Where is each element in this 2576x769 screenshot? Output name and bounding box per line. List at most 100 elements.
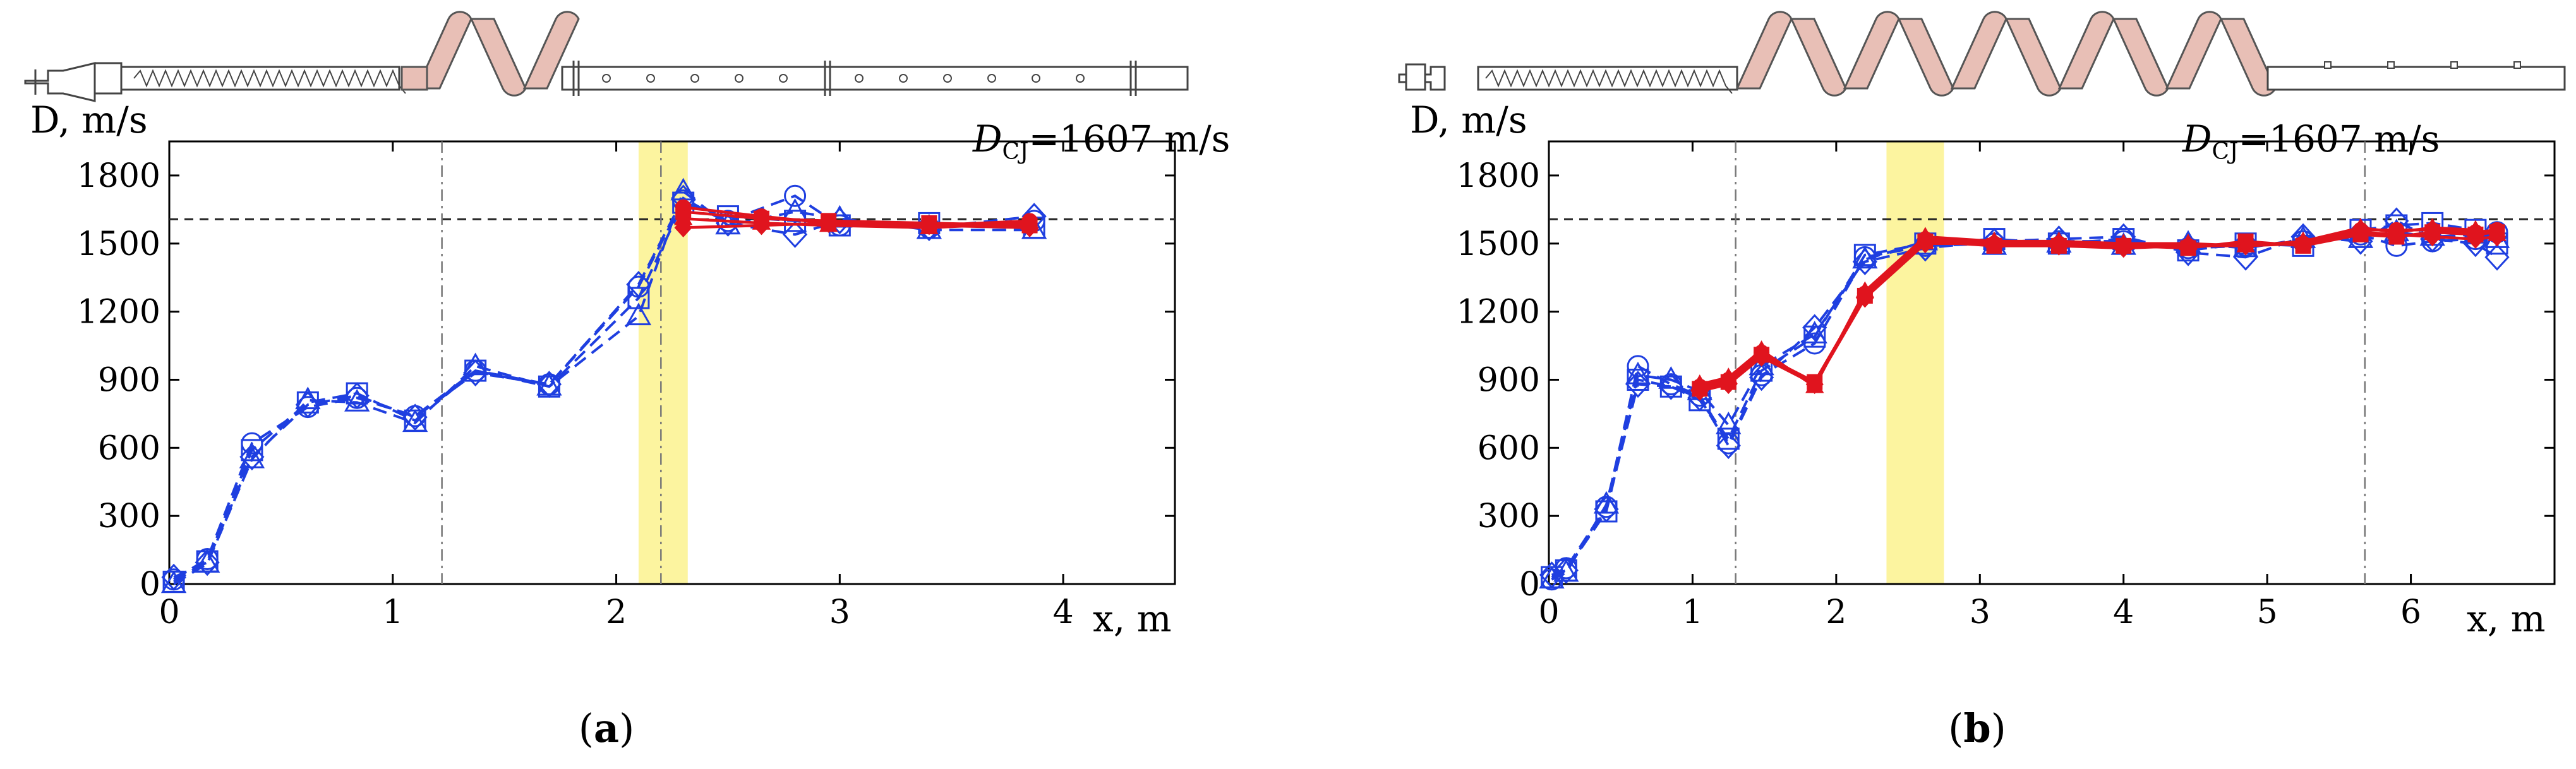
- data-point: [2294, 234, 2313, 254]
- data-point: [463, 359, 488, 387]
- data-point: [819, 213, 838, 233]
- x-tick-label: 2: [1826, 593, 1846, 631]
- data-point: [1805, 374, 1824, 395]
- caption-a: (a): [579, 705, 635, 751]
- data-point: [1625, 371, 1651, 398]
- series-group-b: [1539, 207, 2510, 591]
- data-point: [920, 215, 938, 235]
- data-point: [1539, 561, 1565, 589]
- x-tick-label: 3: [829, 593, 850, 631]
- series-line-7: [1699, 226, 2498, 389]
- series-line-6: [1699, 230, 2498, 391]
- data-point: [2050, 235, 2068, 256]
- data-point: [194, 550, 220, 573]
- plot-frame-b: [1548, 140, 2556, 585]
- y-tick-label: 1800: [77, 157, 160, 195]
- y-tick-label: 300: [98, 498, 160, 535]
- data-point: [1553, 557, 1579, 584]
- panel-b: 0 1 2 3 4 5 6 0 300 600 900 1200 1500 1800 D, m/s x, …: [1398, 11, 2566, 751]
- y-tick-label: 900: [1478, 361, 1540, 399]
- data-point: [784, 184, 807, 207]
- data-point: [1916, 234, 1934, 254]
- data-point: [2114, 238, 2133, 258]
- data-point: [2179, 235, 2198, 256]
- data-point: [1853, 244, 1876, 266]
- caption-b: (b): [1948, 705, 2006, 751]
- data-point: [2484, 243, 2510, 271]
- data-point: [2488, 227, 2507, 247]
- x-tick-label: 1: [1682, 593, 1703, 631]
- cj-symbol-a: D: [972, 117, 1002, 160]
- x-tick-label: 1: [382, 593, 403, 631]
- data-point: [1748, 364, 1774, 391]
- data-point: [1658, 373, 1683, 400]
- x-tick-label: 2: [606, 593, 627, 631]
- data-point: [2466, 229, 2485, 249]
- data-point: [2351, 222, 2370, 242]
- x-tick-label: 0: [1538, 593, 1559, 631]
- axis-ticks-b: 0 1 2 3 4 5 6 0 300 600 900 1200 1500 1800: [1457, 141, 2555, 631]
- data-point: [402, 403, 428, 431]
- data-point: [1719, 374, 1738, 395]
- series-line-5: [1699, 228, 2498, 388]
- data-point: [239, 443, 265, 471]
- data-point: [402, 409, 428, 432]
- series-line-8: [1699, 230, 2498, 393]
- y-tick-label: 600: [1478, 429, 1540, 467]
- highlight-band-b: [1886, 141, 1944, 584]
- axis-ticks-a: 0 1 2 3 4 0 300 600 900 1200 1500 1800: [77, 141, 1175, 631]
- cj-value-b: =1607 m/s: [2239, 117, 2440, 160]
- y-tick-label: 600: [98, 429, 160, 467]
- plot-frame-a: [168, 140, 1176, 585]
- data-point: [161, 563, 186, 591]
- data-point: [1020, 218, 1039, 238]
- series-line-1: [173, 194, 1035, 581]
- data-point: [2233, 243, 2258, 271]
- caption-letter-a: a: [594, 705, 619, 751]
- cj-label-b: DCJ=1607 m/s: [2182, 117, 2440, 165]
- data-point: [1856, 288, 1874, 308]
- series-line-2: [1551, 222, 2498, 579]
- data-point: [1852, 246, 1878, 269]
- data-point: [295, 391, 320, 419]
- y-tick-label: 1500: [1457, 225, 1540, 263]
- vertical-markers-a: [441, 141, 662, 584]
- data-point: [536, 373, 562, 396]
- data-point: [782, 220, 808, 248]
- x-axis-label-b: x, m: [2467, 597, 2546, 640]
- data-point: [1717, 427, 1740, 450]
- data-point: [1985, 234, 2004, 254]
- y-tick-label: 1200: [1457, 294, 1540, 331]
- y-tick-label: 900: [98, 361, 160, 399]
- data-point: [752, 215, 771, 235]
- y-tick-label: 300: [1478, 498, 1540, 535]
- y-tick-label: 1800: [1457, 157, 1540, 195]
- data-point: [2236, 235, 2255, 256]
- cj-subscript-b: CJ: [2212, 139, 2239, 165]
- data-point: [627, 287, 650, 309]
- series-group-a: [160, 177, 1047, 593]
- series-line-3: [1551, 230, 2498, 581]
- x-tick-label: 4: [1053, 593, 1074, 631]
- cj-subscript-a: CJ: [1002, 139, 1029, 165]
- data-point: [1716, 432, 1741, 460]
- data-point: [1690, 381, 1709, 401]
- caption-letter-b: b: [1963, 705, 1990, 751]
- data-point: [239, 445, 265, 468]
- x-tick-label: 0: [159, 593, 179, 631]
- x-tick-label: 4: [2113, 593, 2134, 631]
- data-point: [674, 218, 692, 238]
- apparatus-schematic-b: [1398, 11, 2566, 97]
- x-axis-label-a: x, m: [1093, 597, 1172, 640]
- y-tick-label: 0: [1519, 566, 1540, 604]
- data-point: [1852, 248, 1877, 275]
- data-point: [2423, 227, 2441, 247]
- data-point: [195, 549, 220, 576]
- vertical-markers-b: [1735, 141, 2366, 584]
- cj-symbol-b: D: [2182, 117, 2212, 160]
- y-tick-label: 0: [140, 566, 160, 604]
- y-axis-label-a: D, m/s: [30, 98, 148, 141]
- data-point: [2387, 224, 2405, 244]
- data-point: [1658, 366, 1684, 389]
